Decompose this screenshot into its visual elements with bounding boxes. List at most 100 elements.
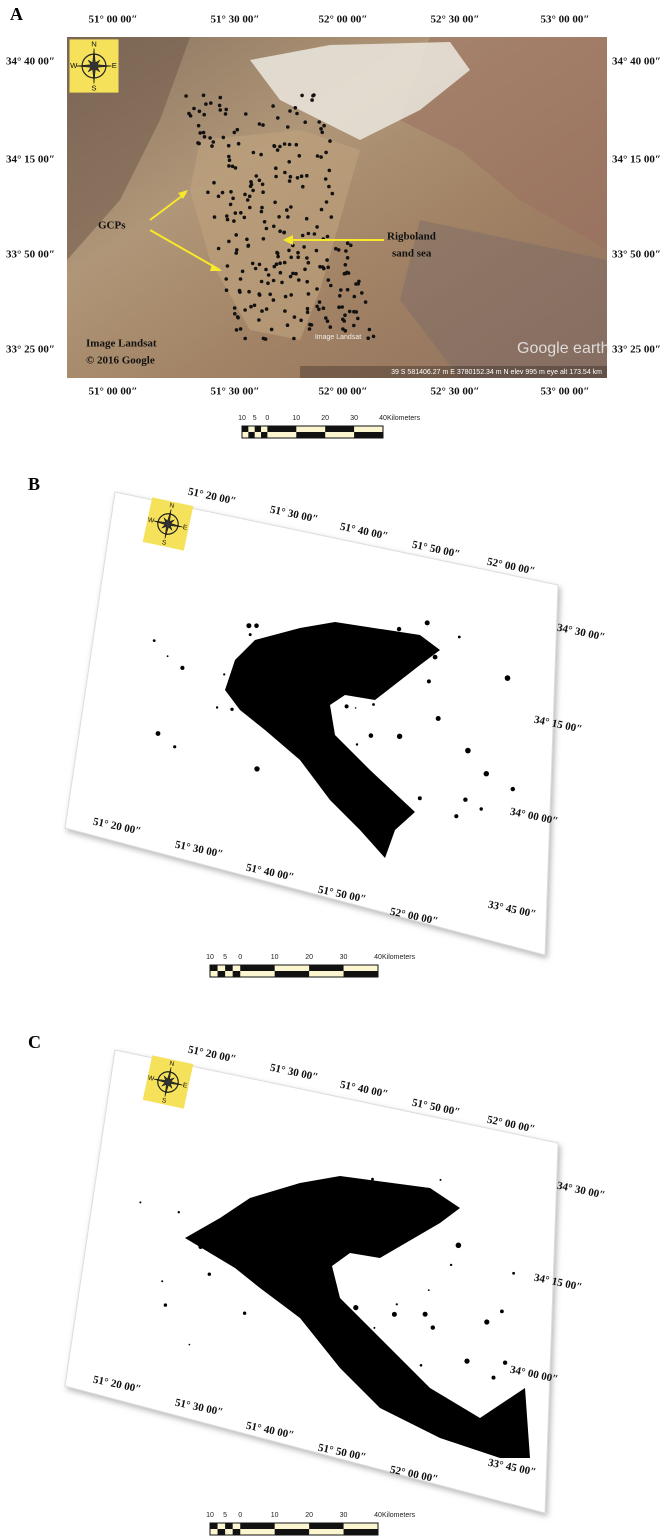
speckle [355,707,357,709]
speckle [420,1364,423,1367]
gcp-point [328,169,332,173]
gcp-point [368,328,372,332]
sand-sea-label: Rigboland [387,231,436,243]
scale-tick-label: 30 [340,1512,348,1519]
gcp-point [260,206,264,210]
gcp-point [298,154,302,158]
gcp-point [288,143,292,147]
gcp-point [353,295,357,299]
gcp-point [239,327,243,331]
gcp-point [227,164,231,168]
speckle [456,1243,462,1249]
gcp-point [258,263,262,267]
gcp-point [326,235,330,239]
gcp-point [236,128,240,132]
lon-label: 53° 00 00″ [541,386,590,398]
gcp-point [257,318,261,322]
speckle [167,655,169,657]
gcp-point [364,300,368,304]
gcp-point [286,215,290,219]
gcp-point [243,193,247,197]
gcp-point [277,215,281,219]
gcp-point [296,176,300,180]
gcp-point [219,108,223,112]
speckle [207,1232,211,1236]
gcp-point [301,234,305,238]
gcp-point [261,123,265,127]
speckle [425,620,430,625]
gcp-point [241,270,245,274]
gcp-point [229,190,233,194]
gcp-point [305,280,309,284]
gcp-point [278,229,282,233]
scale-tick-label: 0 [265,415,269,422]
gcp-point [258,179,262,183]
speckle [484,1319,489,1324]
speckle [512,1272,515,1275]
speckle [153,639,156,642]
speckle [428,1289,430,1291]
speckle [345,704,349,708]
speckle [222,1248,226,1252]
speckle [216,706,218,708]
gcp-point [189,114,193,118]
credit: © 2016 Google [86,355,155,367]
speckle [331,1179,335,1183]
gcp-point [307,261,311,265]
gcp-point [300,94,304,98]
speckle [223,673,225,675]
scale-segment [354,432,383,438]
gcp-point [325,200,329,204]
gcp-point [320,208,324,212]
gcp-point [301,185,305,189]
gcp-point [324,177,328,181]
speckle [464,1359,469,1364]
compass-letter: S [91,83,96,92]
gcp-point [251,189,255,193]
gcp-point [322,306,326,310]
gcp-point [355,310,359,314]
gcp-point [372,335,376,339]
speckle [337,1343,341,1347]
gcp-point [289,293,293,297]
speckle [198,1245,202,1249]
gcp-point [315,249,319,253]
scale-segment [275,1529,309,1535]
gcp-point [344,249,348,253]
panel-label: A [10,4,23,24]
gcp-point [233,306,237,310]
gcp-point [244,112,248,116]
speckle [397,627,401,631]
speckle [164,1303,167,1306]
gcp-point [210,144,214,148]
speckle [511,787,515,791]
scale-segment [240,965,274,971]
gcp-point [252,151,256,155]
gcp-point [270,328,274,332]
speckle [161,1280,163,1282]
speckle [450,1264,452,1266]
gcp-point [283,309,287,313]
speckle [372,703,375,706]
speckle [344,1202,348,1206]
speckle [231,1225,235,1229]
gcp-point [264,268,268,272]
gcp-point [289,205,293,209]
gcp-point [219,96,223,100]
gcp-point [202,113,206,117]
gcp-point [307,292,311,296]
imagery-label: Image Landsat [315,334,361,341]
gcp-point [198,110,202,114]
lon-label: 51° 40 00″ [339,521,389,543]
gcp-point [294,106,298,110]
speckle [353,662,357,666]
panel-label: B [28,474,40,494]
gcp-point [287,249,291,253]
gcp-point [300,174,304,178]
gcp-point [273,201,277,205]
gcp-point [235,328,239,332]
gcp-point [310,323,314,327]
gcp-point [311,94,315,98]
compass-letter: W [70,61,78,70]
gcp-point [315,287,319,291]
